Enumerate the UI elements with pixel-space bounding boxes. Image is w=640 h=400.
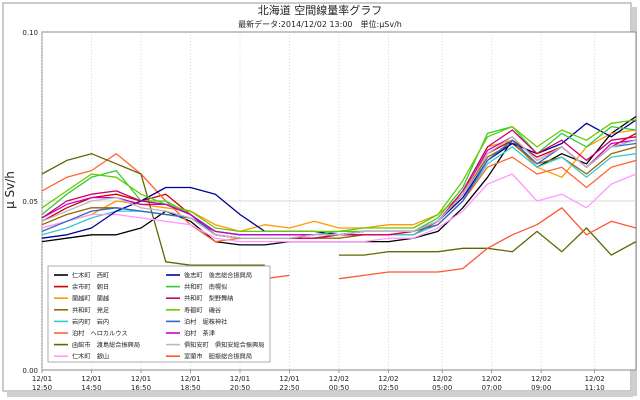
legend-label: 岩内町 岩内 [72,318,109,326]
x-tick-time: 09:00 [531,384,551,392]
legend-label: 仁木町 銀山 [72,353,109,361]
legend-label: 室蘭市 胆振総合振興局 [184,353,252,361]
y-axis-label: μ Sv/h [3,171,17,209]
legend-label: 後志町 後志総合振興局 [184,272,252,280]
x-tick-date: 12/02 [531,375,551,383]
x-tick-time: 00:50 [329,384,349,392]
x-tick-time: 02:50 [378,384,398,392]
x-tick-date: 12/02 [432,375,452,383]
chart-subtitle: 最新データ:2014/12/02 13:00 単位:μSv/h [238,19,402,29]
series-line [41,173,637,243]
series-line [41,119,637,233]
x-tick-time: 11:10 [585,384,605,392]
x-tick-date: 12/01 [180,375,200,383]
x-tick-time: 20:50 [230,384,250,392]
x-tick-date: 12/01 [279,375,299,383]
y-tick-label: 0.05 [22,198,38,206]
legend-label: 仁木町 西町 [72,272,109,280]
series-line [41,136,637,239]
series-lines [41,115,637,280]
x-tick-time: 12:50 [32,384,52,392]
y-tick-label: 0.10 [22,29,38,37]
x-tick-date: 12/01 [131,375,151,383]
legend-label: 蘭越町 蘭越 [72,295,109,303]
x-tick-date: 12/02 [378,375,398,383]
x-tick-date: 12/02 [329,375,349,383]
x-tick-date: 12/02 [482,375,502,383]
legend-label: 共和町 発足 [72,306,109,314]
legend-label: 共和町 梨野舞納 [184,295,234,303]
x-tick-time: 22:50 [279,384,299,392]
chart-title: 北海道 空間線量率グラフ [258,3,383,17]
x-tick-time: 14:50 [81,384,101,392]
legend-label: 共和町 南幌似 [184,283,227,291]
axes: 0.000.050.1012/0112:5012/0114:5012/0116:… [22,29,604,392]
legend-label: 函館市 渡島総合振興局 [72,341,140,349]
legend-box [47,265,271,363]
x-tick-time: 16:50 [131,384,151,392]
x-tick-time: 07:00 [482,384,502,392]
legend-label: 俱知安町 俱知安総合振興局 [184,341,264,349]
x-tick-time: 05:00 [432,384,452,392]
x-tick-date: 12/01 [32,375,52,383]
legend-label: 余市町 朝日 [72,283,109,291]
x-tick-date: 12/01 [230,375,250,383]
legend-label: 泊村 ヘロカルウス [72,330,128,338]
legend-label: 泊村 茶津 [184,330,215,338]
legend-label: 寿都町 磯谷 [184,306,221,314]
x-tick-date: 12/01 [81,375,101,383]
x-tick-time: 18:50 [180,384,200,392]
legend-label: 泊村 堀株神社 [184,318,227,326]
x-tick-date: 12/02 [585,375,605,383]
y-tick-label: 0.00 [22,367,38,375]
